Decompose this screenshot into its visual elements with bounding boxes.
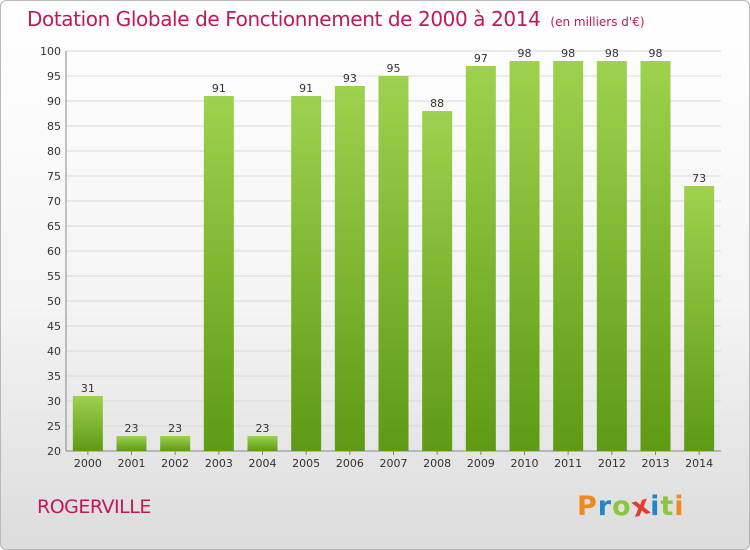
bar bbox=[203, 96, 234, 451]
y-tick-label: 80 bbox=[47, 145, 61, 158]
y-tick-label: 70 bbox=[47, 195, 61, 208]
y-tick-label: 35 bbox=[47, 370, 61, 383]
bar bbox=[422, 111, 453, 451]
bar bbox=[116, 436, 147, 451]
y-tick-label: 100 bbox=[40, 45, 61, 58]
y-tick-label: 40 bbox=[47, 345, 61, 358]
bar bbox=[640, 61, 671, 451]
bar bbox=[291, 96, 322, 451]
logo-letter: i bbox=[650, 491, 661, 522]
data-label: 91 bbox=[299, 82, 313, 95]
y-tick-label: 55 bbox=[47, 270, 61, 283]
bar bbox=[596, 61, 627, 451]
logo-letter: o bbox=[612, 491, 632, 522]
bar bbox=[684, 186, 715, 451]
data-label: 98 bbox=[561, 47, 575, 60]
data-label: 98 bbox=[518, 47, 532, 60]
logo-letter: i bbox=[674, 491, 685, 522]
bar bbox=[553, 61, 584, 451]
data-label: 73 bbox=[692, 172, 706, 185]
x-tick-label: 2004 bbox=[249, 457, 277, 470]
bar bbox=[509, 61, 540, 451]
data-label: 98 bbox=[605, 47, 619, 60]
x-tick-label: 2012 bbox=[598, 457, 626, 470]
data-label: 88 bbox=[430, 97, 444, 110]
bars bbox=[72, 61, 715, 451]
y-tick-label: 95 bbox=[47, 70, 61, 83]
x-tick-label: 2013 bbox=[642, 457, 670, 470]
y-tick-label: 75 bbox=[47, 170, 61, 183]
x-tick-label: 2007 bbox=[380, 457, 408, 470]
bar bbox=[72, 396, 103, 451]
data-label: 23 bbox=[125, 422, 139, 435]
y-tick-label: 90 bbox=[47, 95, 61, 108]
y-tick-label: 60 bbox=[47, 245, 61, 258]
data-label: 95 bbox=[387, 62, 401, 75]
y-tick-label: 45 bbox=[47, 320, 61, 333]
x-tick-label: 2011 bbox=[554, 457, 582, 470]
data-label: 98 bbox=[649, 47, 663, 60]
chart-title: Dotation Globale de Fonctionnement de 20… bbox=[27, 7, 541, 31]
bar bbox=[160, 436, 191, 451]
y-tick-label: 25 bbox=[47, 420, 61, 433]
data-label: 97 bbox=[474, 52, 488, 65]
y-tick-label: 20 bbox=[47, 445, 61, 458]
x-tick-label: 2010 bbox=[511, 457, 539, 470]
x-tick-label: 2002 bbox=[161, 457, 189, 470]
y-tick-label: 65 bbox=[47, 220, 61, 233]
bar bbox=[247, 436, 278, 451]
town-name: ROGERVILLE bbox=[37, 496, 151, 518]
x-tick-label: 2014 bbox=[685, 457, 713, 470]
y-tick-label: 50 bbox=[47, 295, 61, 308]
x-tick-label: 2008 bbox=[423, 457, 451, 470]
data-label: 31 bbox=[81, 382, 95, 395]
data-label: 91 bbox=[212, 82, 226, 95]
x-tick-label: 2009 bbox=[467, 457, 495, 470]
y-tick-label: 85 bbox=[47, 120, 61, 133]
logo-letter: r bbox=[597, 491, 613, 522]
data-label: 23 bbox=[168, 422, 182, 435]
bar bbox=[465, 66, 496, 451]
x-tick-label: 2000 bbox=[74, 457, 102, 470]
x-tick-label: 2003 bbox=[205, 457, 233, 470]
logo-letter: P bbox=[577, 491, 598, 522]
x-tick-label: 2006 bbox=[336, 457, 364, 470]
bar bbox=[334, 86, 365, 451]
data-label: 23 bbox=[256, 422, 270, 435]
labels: 20 25 30 35 40 45 50 55 60 65 70 75 80 85 90 95 100 2000 3… bbox=[40, 45, 713, 470]
logo-letter: t bbox=[660, 491, 675, 522]
proxiti-logo[interactable]: Proxiti bbox=[577, 489, 685, 524]
chart-unit: (en milliers d'€) bbox=[550, 15, 645, 29]
bar bbox=[378, 76, 409, 451]
data-label: 93 bbox=[343, 72, 357, 85]
chart-title-block: Dotation Globale de Fonctionnement de 20… bbox=[27, 7, 645, 31]
x-tick-label: 2001 bbox=[118, 457, 146, 470]
y-tick-label: 30 bbox=[47, 395, 61, 408]
x-tick-label: 2005 bbox=[292, 457, 320, 470]
